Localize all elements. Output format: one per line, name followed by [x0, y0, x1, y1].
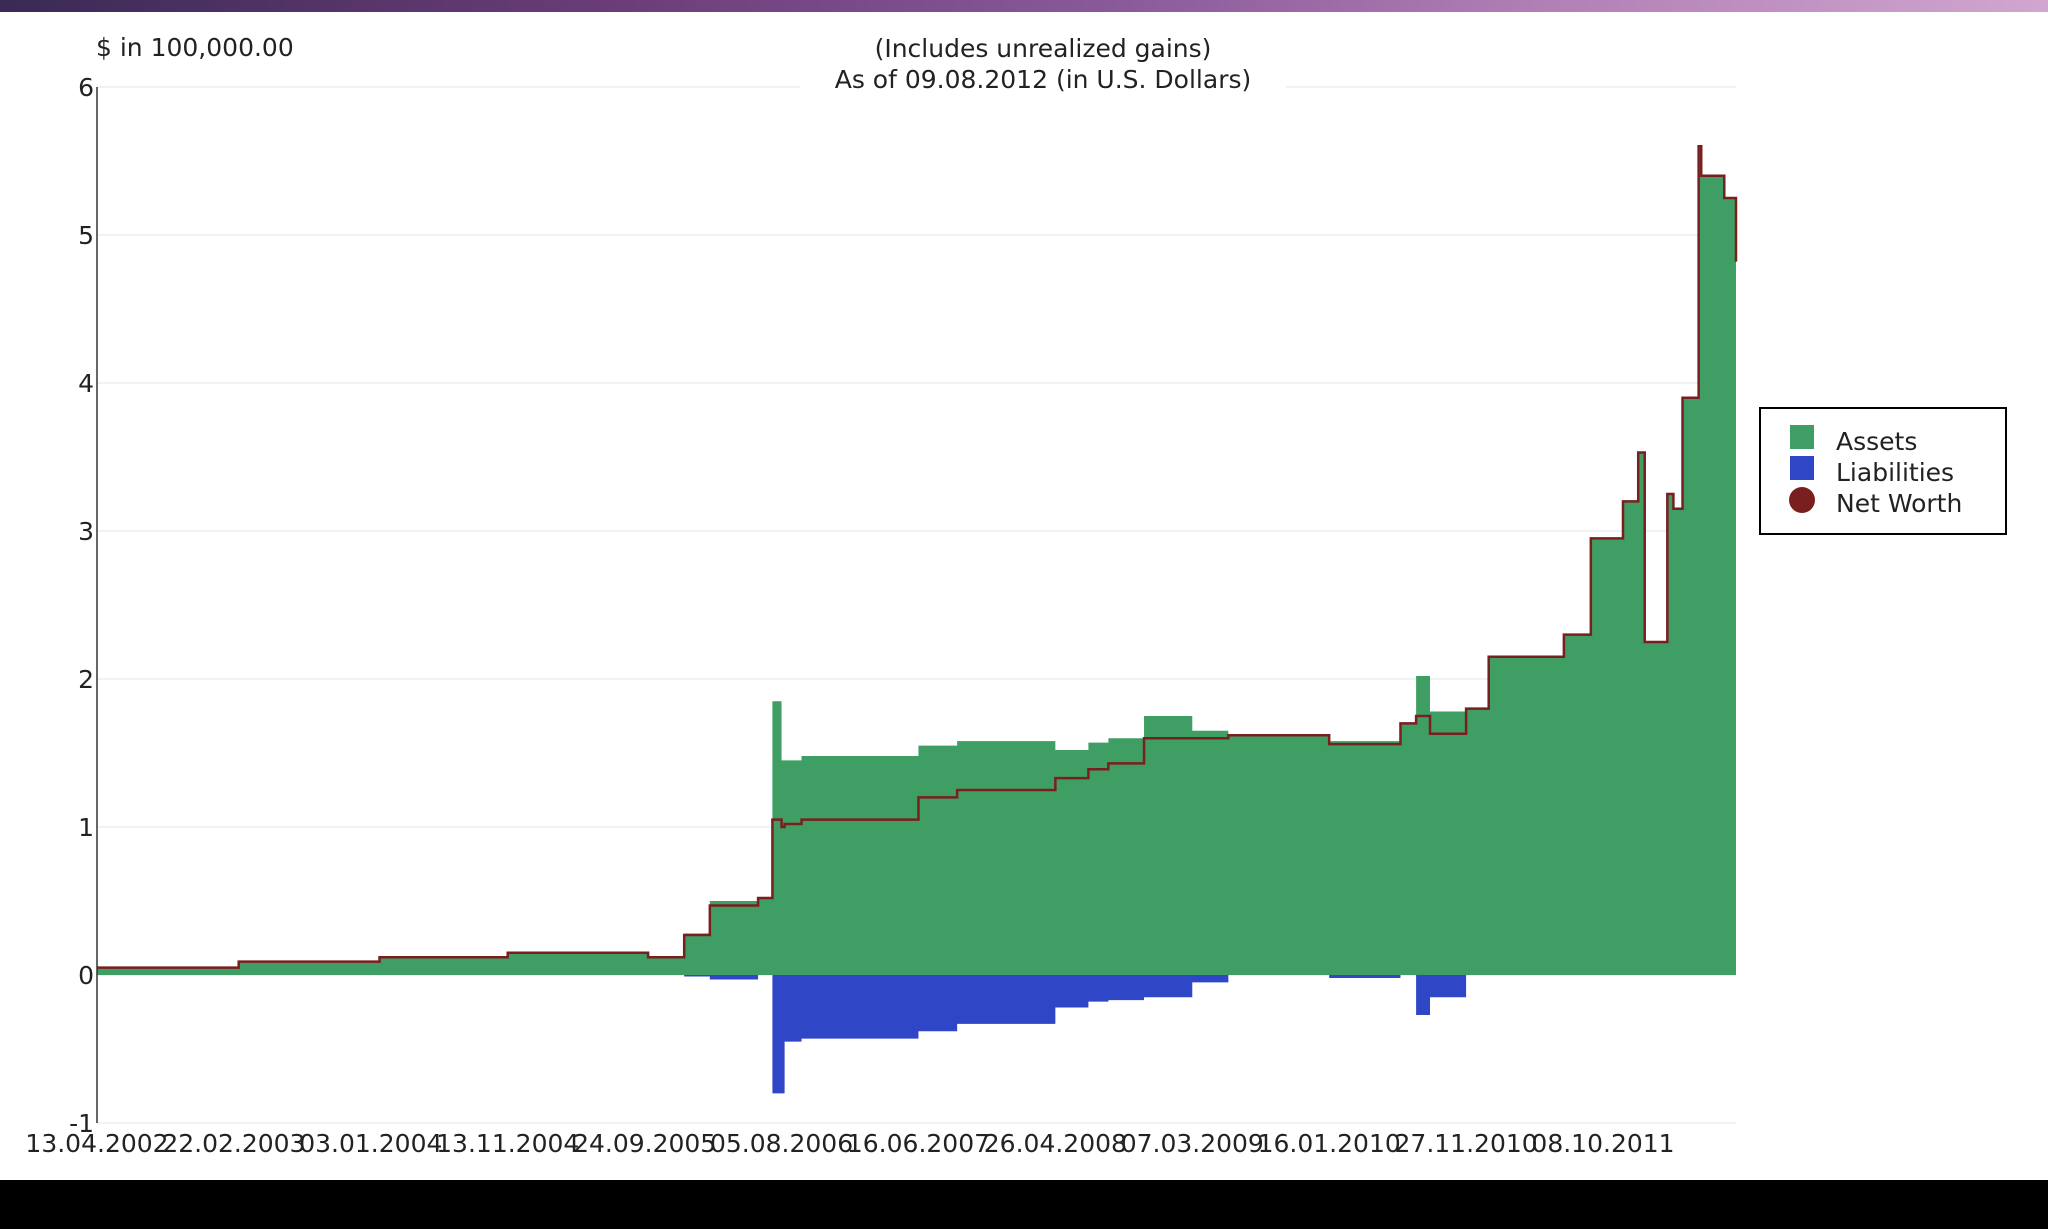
x-tick-label: 05.08.2006 [710, 1129, 853, 1158]
series-areas [97, 144, 1738, 1094]
y-tick-label: 4 [78, 369, 94, 398]
y-tick-label: 6 [78, 73, 94, 102]
y-tick-label: 0 [78, 961, 94, 990]
y-tick-label: 2 [78, 665, 94, 694]
y-tick-label: 3 [78, 517, 94, 546]
series-assets-area [97, 146, 1736, 975]
x-tick-label: 16.01.2010 [1258, 1129, 1401, 1158]
tick-labels: 6543210-113.04.200222.02.200303.01.20041… [25, 73, 1674, 1158]
y-tick-label: -1 [69, 1109, 94, 1138]
bottom-bar [0, 1180, 2048, 1229]
series-net-worth-line [97, 144, 1738, 969]
legend-swatch-liabilities [1790, 456, 1814, 480]
series-liabilities-area [97, 975, 1736, 1094]
legend-swatch-assets [1790, 425, 1814, 449]
chart-subtitle: As of 09.08.2012 (in U.S. Dollars) [835, 65, 1252, 94]
legend-swatch-net-worth [1789, 487, 1815, 513]
x-tick-label: 07.03.2009 [1121, 1129, 1264, 1158]
y-tick-label: 5 [78, 221, 94, 250]
net-worth-chart: 6543210-113.04.200222.02.200303.01.20041… [25, 32, 2007, 1158]
title-background [800, 32, 1286, 104]
legend-label-liabilities: Liabilities [1836, 458, 1954, 487]
x-tick-label: 22.02.2003 [162, 1129, 305, 1158]
legend-label-net-worth: Net Worth [1836, 489, 1962, 518]
x-tick-label: 24.09.2005 [573, 1129, 716, 1158]
x-tick-label: 27.11.2010 [1395, 1129, 1538, 1158]
chart-title: (Includes unrealized gains) [875, 34, 1212, 63]
x-tick-label: 08.10.2011 [1531, 1129, 1674, 1158]
legend-label-assets: Assets [1836, 427, 1917, 456]
x-tick-label: 13.11.2004 [436, 1129, 579, 1158]
x-tick-label: 26.04.2008 [984, 1129, 1127, 1158]
x-tick-label: 03.01.2004 [299, 1129, 442, 1158]
chart-panel: 6 5 4 3 2 1 0 -1 13.04.2002 22.02.2003 03.01.2004 1… [0, 12, 2048, 1180]
legend: Assets Liabilities Net Worth [1759, 407, 2007, 535]
y-tick-label: 1 [78, 813, 94, 842]
x-tick-label: 13.04.2002 [25, 1129, 168, 1158]
y-axis-label: $ in 100,000.00 [96, 33, 294, 62]
x-tick-label: 16.06.2007 [847, 1129, 990, 1158]
background-strip [0, 0, 2048, 12]
